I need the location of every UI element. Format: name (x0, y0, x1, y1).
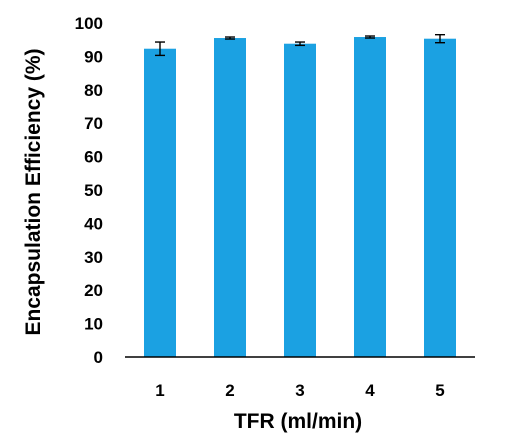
x-axis-ticks: 1 2 3 4 5 (155, 381, 444, 400)
bars-group (144, 37, 456, 358)
x-tick-label: 3 (295, 381, 304, 400)
y-tick-label: 50 (84, 181, 103, 200)
x-tick-label: 2 (225, 381, 234, 400)
y-tick-label: 80 (84, 81, 103, 100)
x-tick-label: 1 (155, 381, 164, 400)
bar (284, 43, 316, 357)
y-tick-label: 70 (84, 114, 103, 133)
y-tick-label: 100 (75, 14, 103, 33)
y-axis-ticks: 0 10 20 30 40 50 60 70 80 90 100 (75, 14, 103, 367)
y-tick-label: 20 (84, 281, 103, 300)
y-tick-label: 30 (84, 248, 103, 267)
y-tick-label: 40 (84, 214, 103, 233)
error-bar (155, 41, 165, 57)
x-axis-title: TFR (ml/min) (234, 410, 362, 433)
bar (424, 38, 456, 358)
error-bar (365, 35, 375, 39)
bar (214, 38, 246, 357)
y-tick-label: 60 (84, 148, 103, 167)
x-tick-label: 4 (365, 381, 375, 400)
error-bar (225, 36, 235, 40)
error-bar (435, 33, 445, 44)
bar (354, 37, 386, 357)
x-tick-label: 5 (435, 381, 444, 400)
y-axis-title: Encapsulation Efficiency (%) (22, 48, 45, 335)
error-bar (295, 41, 305, 47)
y-tick-label: 10 (84, 315, 103, 334)
bar (144, 48, 176, 358)
y-tick-label: 0 (94, 348, 103, 367)
error-bars-group (155, 33, 445, 57)
y-tick-label: 90 (84, 47, 103, 66)
